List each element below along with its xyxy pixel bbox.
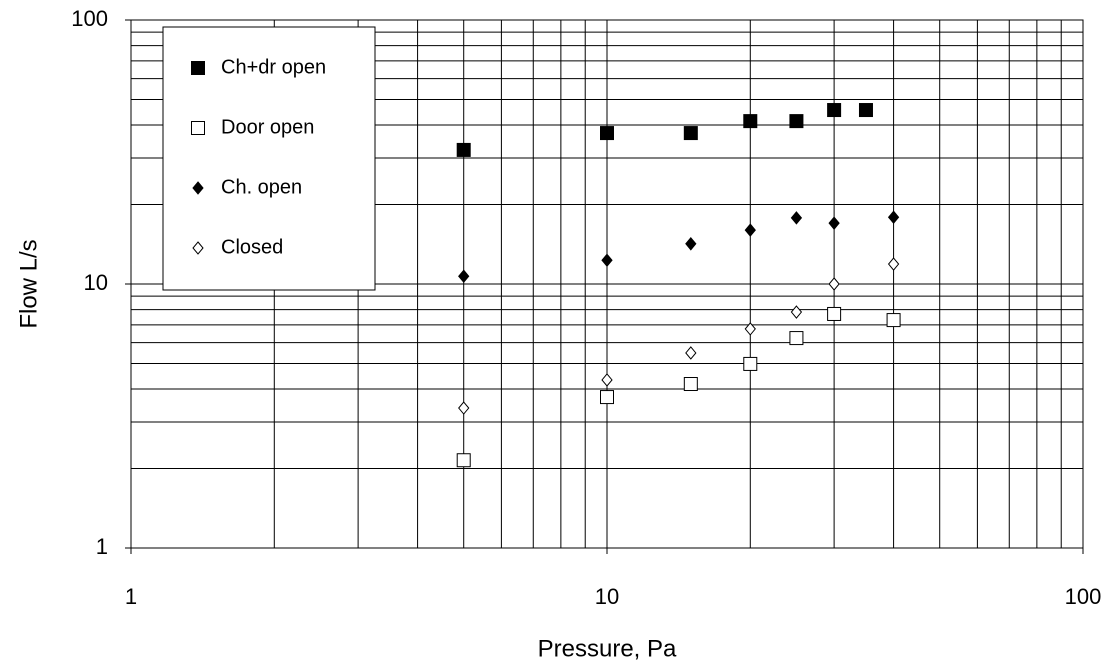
y-tick-label: 1 — [96, 534, 108, 559]
data-point — [887, 210, 900, 225]
data-point — [683, 126, 698, 141]
y-tick-label: 100 — [71, 6, 108, 31]
data-point — [744, 223, 756, 237]
data-point — [744, 322, 756, 336]
y-tick-label: 10 — [84, 270, 108, 295]
data-point — [600, 390, 614, 405]
data-point — [743, 114, 758, 129]
data-point — [600, 126, 614, 141]
data-point — [828, 277, 840, 291]
data-point — [685, 346, 697, 360]
data-point — [887, 257, 900, 271]
plot-frame — [130, 19, 1084, 549]
data-point — [456, 142, 471, 157]
legend-label: Door open — [221, 116, 314, 138]
legend-marker — [191, 121, 205, 135]
data-point — [743, 356, 758, 371]
data-point — [458, 401, 470, 415]
data-point — [683, 377, 698, 392]
legend-marker — [192, 181, 204, 195]
data-point — [601, 253, 613, 268]
x-axis-title: Pressure, Pa — [538, 635, 677, 662]
data-point — [685, 237, 697, 251]
data-point — [828, 216, 840, 230]
data-point — [827, 306, 842, 321]
legend-label: Closed — [221, 236, 283, 258]
legend-marker — [191, 61, 205, 75]
legend-label: Ch+dr open — [221, 56, 326, 78]
data-point — [790, 305, 803, 319]
data-point — [601, 373, 613, 387]
data-point — [458, 269, 470, 284]
data-point — [827, 103, 842, 118]
data-point — [789, 331, 804, 346]
data-point — [456, 453, 471, 468]
x-tick-label: 1 — [125, 584, 137, 609]
x-tick-label: 10 — [595, 584, 619, 609]
data-point — [886, 313, 901, 328]
data-point — [789, 114, 804, 129]
data-point — [858, 103, 873, 118]
legend-marker — [192, 241, 204, 255]
data-point — [790, 211, 803, 225]
x-tick-label: 100 — [1065, 584, 1102, 609]
legend-label: Ch. open — [221, 176, 302, 198]
y-axis-title: Flow L/s — [15, 239, 42, 328]
